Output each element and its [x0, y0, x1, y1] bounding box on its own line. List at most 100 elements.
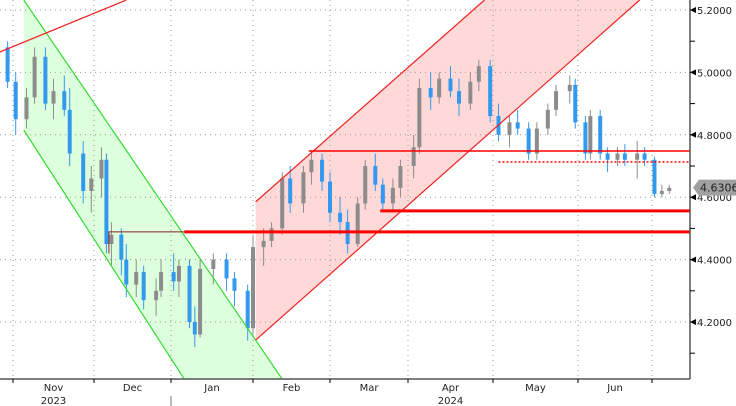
candle-body	[667, 187, 672, 191]
candle-body	[622, 153, 627, 160]
annotation-lines	[0, 0, 690, 379]
x-year-label: 2024	[438, 396, 463, 406]
candle-body	[261, 240, 266, 248]
candle-body	[67, 109, 72, 154]
candle-body	[176, 265, 181, 282]
y-tick-label: 5.0000	[697, 68, 732, 79]
y-tick-marker	[690, 131, 696, 138]
y-tick-marker	[690, 7, 696, 13]
candle-body	[198, 268, 203, 335]
candle-body	[390, 187, 395, 204]
candle-body	[251, 247, 255, 329]
candle-body	[507, 122, 512, 135]
candle-body	[448, 78, 453, 92]
candle-body	[154, 290, 159, 301]
candle-body	[187, 265, 192, 322]
candle-body	[62, 91, 67, 110]
candle-body	[526, 128, 531, 154]
candle-body	[192, 322, 197, 335]
green-channel-upper-line	[23, 0, 283, 379]
candle-body	[583, 122, 588, 154]
candle-body	[32, 56, 37, 98]
candle-body	[417, 88, 422, 148]
last-price-badge	[693, 179, 736, 196]
candle-body	[89, 178, 94, 191]
candle-body	[605, 153, 610, 160]
candle-body	[411, 147, 416, 166]
y-tick-label: 4.6000	[697, 193, 732, 204]
candle-body	[545, 109, 550, 129]
candle-body	[534, 128, 539, 154]
candle-body	[134, 272, 139, 285]
trend-line	[0, 0, 127, 53]
candle-body	[269, 228, 274, 241]
candle-body	[652, 159, 657, 195]
candle-body	[13, 81, 18, 120]
candle-body	[320, 159, 325, 182]
candle-body	[159, 272, 164, 291]
candle-body	[211, 259, 216, 269]
candle-body	[141, 272, 146, 301]
candle-body	[171, 272, 176, 282]
candle-body	[468, 81, 473, 104]
y-tick-marker	[690, 69, 696, 76]
candle-body	[398, 166, 403, 188]
candle-body	[288, 178, 293, 204]
candle-body	[363, 166, 368, 204]
candle-body	[642, 153, 647, 160]
candle-body	[119, 234, 124, 260]
y-tick-label: 4.2000	[697, 318, 732, 329]
x-month-label: Jan	[203, 383, 219, 394]
y-tick-label: 5.2000	[697, 6, 732, 17]
candle-body	[81, 153, 86, 191]
candle-body	[567, 84, 572, 92]
candle-body	[573, 84, 578, 123]
candle-body	[104, 159, 109, 244]
candle-body	[124, 259, 129, 285]
candle-body	[338, 212, 343, 223]
x-month-label: Apr	[442, 383, 460, 394]
candle-body	[380, 184, 385, 204]
y-tick-label: 4.8000	[697, 131, 732, 142]
candle-body	[309, 159, 314, 173]
candle-body	[355, 203, 360, 244]
y-tick-marker	[690, 256, 696, 263]
y-tick-marker	[690, 319, 696, 325]
candle-body	[373, 166, 378, 185]
candle-body	[515, 122, 520, 129]
x-month-label: Nov	[44, 383, 64, 394]
candle-body	[659, 190, 664, 195]
x-month-label: May	[525, 383, 546, 394]
candle-body	[437, 78, 442, 98]
candle-body	[43, 56, 48, 104]
x-year-label: 2023	[41, 396, 66, 406]
candle-body	[488, 66, 493, 117]
green-channel-lower-line	[23, 129, 185, 379]
y-tick-label: 4.4000	[697, 256, 732, 267]
candle-body	[428, 88, 433, 98]
candle-body	[24, 97, 29, 120]
candle-body	[635, 153, 640, 160]
x-month-label: Jun	[606, 383, 623, 394]
candle-body	[301, 172, 306, 204]
candle-body	[280, 178, 285, 229]
red-channel-upper-line	[255, 0, 485, 203]
candle-body	[99, 159, 104, 179]
last-price-label: 4.6306	[700, 182, 736, 195]
x-month-label: Dec	[123, 383, 142, 394]
candle-body	[328, 181, 332, 213]
candle-body	[476, 66, 481, 82]
x-month-label: Mar	[360, 383, 380, 394]
candle-body	[109, 234, 114, 244]
y-tick-marker	[690, 194, 696, 201]
candle-body	[588, 116, 593, 154]
candle-body	[224, 259, 229, 279]
candle-body	[554, 91, 559, 110]
x-month-label: Feb	[283, 383, 301, 394]
candle-body	[598, 116, 603, 154]
red-channel-lower-line	[255, 0, 641, 341]
candle-body	[232, 278, 237, 291]
candle-body	[457, 91, 461, 104]
candle-body	[615, 153, 620, 160]
